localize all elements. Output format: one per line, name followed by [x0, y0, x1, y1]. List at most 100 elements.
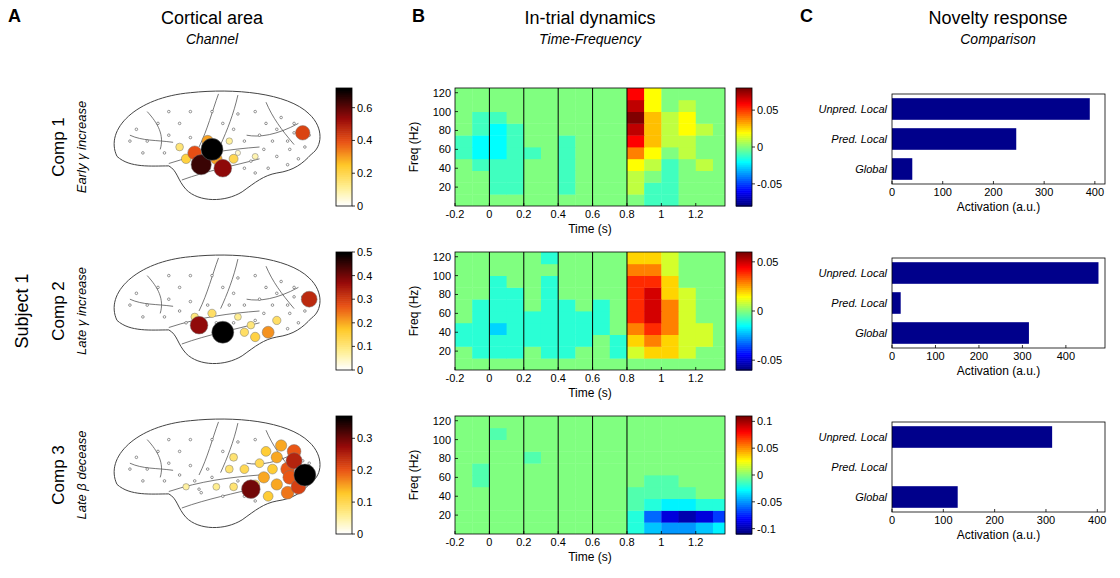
heatmap-cell	[713, 499, 725, 511]
heatmap-cell	[455, 346, 473, 358]
heatmap-cell	[679, 428, 697, 440]
heatmap-cell	[541, 358, 559, 370]
heatmap-cell	[644, 147, 662, 159]
heatmap-cell	[575, 440, 593, 452]
heatmap-cell	[472, 159, 490, 171]
heatmap-cell	[455, 416, 473, 428]
heatmap-cell	[644, 475, 662, 487]
heatmap-cell	[524, 287, 542, 299]
heatmap-cell	[558, 499, 576, 511]
heatmap-cell	[593, 323, 611, 335]
x-tick	[455, 203, 456, 206]
electrode	[168, 462, 171, 465]
heatmap-cell	[696, 287, 714, 299]
heatmap-cell	[644, 135, 662, 147]
colorbar-tick	[352, 470, 355, 471]
heatmap-cell	[507, 276, 525, 288]
heatmap-cell	[507, 475, 525, 487]
heatmap-cell	[593, 487, 611, 499]
event-line	[523, 88, 524, 206]
x-tick	[695, 203, 696, 206]
heatmap-cell	[558, 416, 576, 428]
x-tick	[943, 509, 944, 512]
heatmap-cell	[455, 358, 473, 370]
electrode	[293, 286, 296, 289]
sulcus	[130, 299, 173, 306]
heatmap-cell	[713, 287, 725, 299]
heatmap-cell	[644, 522, 662, 534]
bar-chart: Unpred. LocalPred. LocalGlobal0100200300…	[819, 422, 1107, 542]
electrode	[240, 328, 248, 336]
electrode	[237, 480, 240, 483]
electrode	[135, 292, 138, 295]
y-tick	[455, 111, 458, 112]
heatmap-cell	[610, 182, 628, 194]
heatmap-cell	[575, 159, 593, 171]
heatmap-cell	[696, 510, 714, 522]
heatmap-cell	[696, 299, 714, 311]
heatmap-cell	[558, 510, 576, 522]
heatmap-cell	[455, 264, 473, 276]
electrode	[286, 327, 289, 330]
electrode	[222, 286, 225, 289]
heatmap-cell	[489, 440, 507, 452]
electrode	[168, 298, 171, 301]
category-label: Global	[855, 327, 887, 339]
electrode	[275, 440, 286, 451]
heatmap-cell	[575, 463, 593, 475]
heatmap-cell	[455, 287, 473, 299]
x-tick-label: 0	[486, 536, 492, 548]
electrode	[273, 316, 281, 324]
x-tick	[695, 367, 696, 370]
event-line	[626, 416, 627, 534]
heatmap-cell	[455, 123, 473, 135]
heatmap-cell	[644, 88, 662, 100]
heatmap-cell	[593, 252, 611, 264]
heatmap-cell	[507, 416, 525, 428]
heatmap-cell	[696, 194, 714, 206]
electrode	[304, 310, 307, 313]
heatmap-cell	[644, 440, 662, 452]
heatmap-cell	[610, 416, 628, 428]
heatmap-cell	[679, 323, 697, 335]
x-tick	[489, 367, 490, 370]
heatmap-cell	[679, 182, 697, 194]
heatmap-cell	[541, 276, 559, 288]
channel-map	[114, 255, 320, 364]
colorbar-tick-label: 0	[357, 528, 363, 540]
heatmap-cell	[610, 510, 628, 522]
heatmap-cell	[507, 147, 525, 159]
colorbar-tick	[752, 528, 755, 529]
electrode	[178, 122, 181, 125]
heatmap-cell	[679, 287, 697, 299]
heatmap-cell	[541, 499, 559, 511]
heatmap-cell	[541, 451, 559, 463]
heatmap-cell	[541, 112, 559, 124]
event-line	[592, 416, 593, 534]
heatmap-cell	[507, 346, 525, 358]
component-name: Comp 1	[49, 117, 68, 177]
heatmap-cell	[679, 264, 697, 276]
electrode	[213, 483, 220, 490]
electrode	[142, 316, 145, 319]
colorbar: 00.20.40.6	[336, 88, 372, 212]
heatmap-cell	[524, 252, 542, 264]
heatmap-cell	[713, 171, 725, 183]
heatmap-cell	[524, 135, 542, 147]
heatmap-cell	[541, 463, 559, 475]
heatmap-cell	[558, 147, 576, 159]
heatmap-cell	[610, 323, 628, 335]
event-line	[523, 252, 524, 370]
bar	[892, 262, 1098, 284]
heatmap-cell	[679, 123, 697, 135]
heatmap-cell	[455, 311, 473, 323]
colorbar-tick	[352, 534, 355, 535]
y-tick-label: 60	[439, 307, 451, 319]
heatmap-cell	[627, 147, 645, 159]
heatmap-cell	[696, 182, 714, 194]
heatmap-cell	[661, 252, 679, 264]
heatmap-cell	[610, 299, 628, 311]
heatmap-cell	[558, 252, 576, 264]
heatmap-cell	[455, 194, 473, 206]
heatmap-cell	[661, 159, 679, 171]
